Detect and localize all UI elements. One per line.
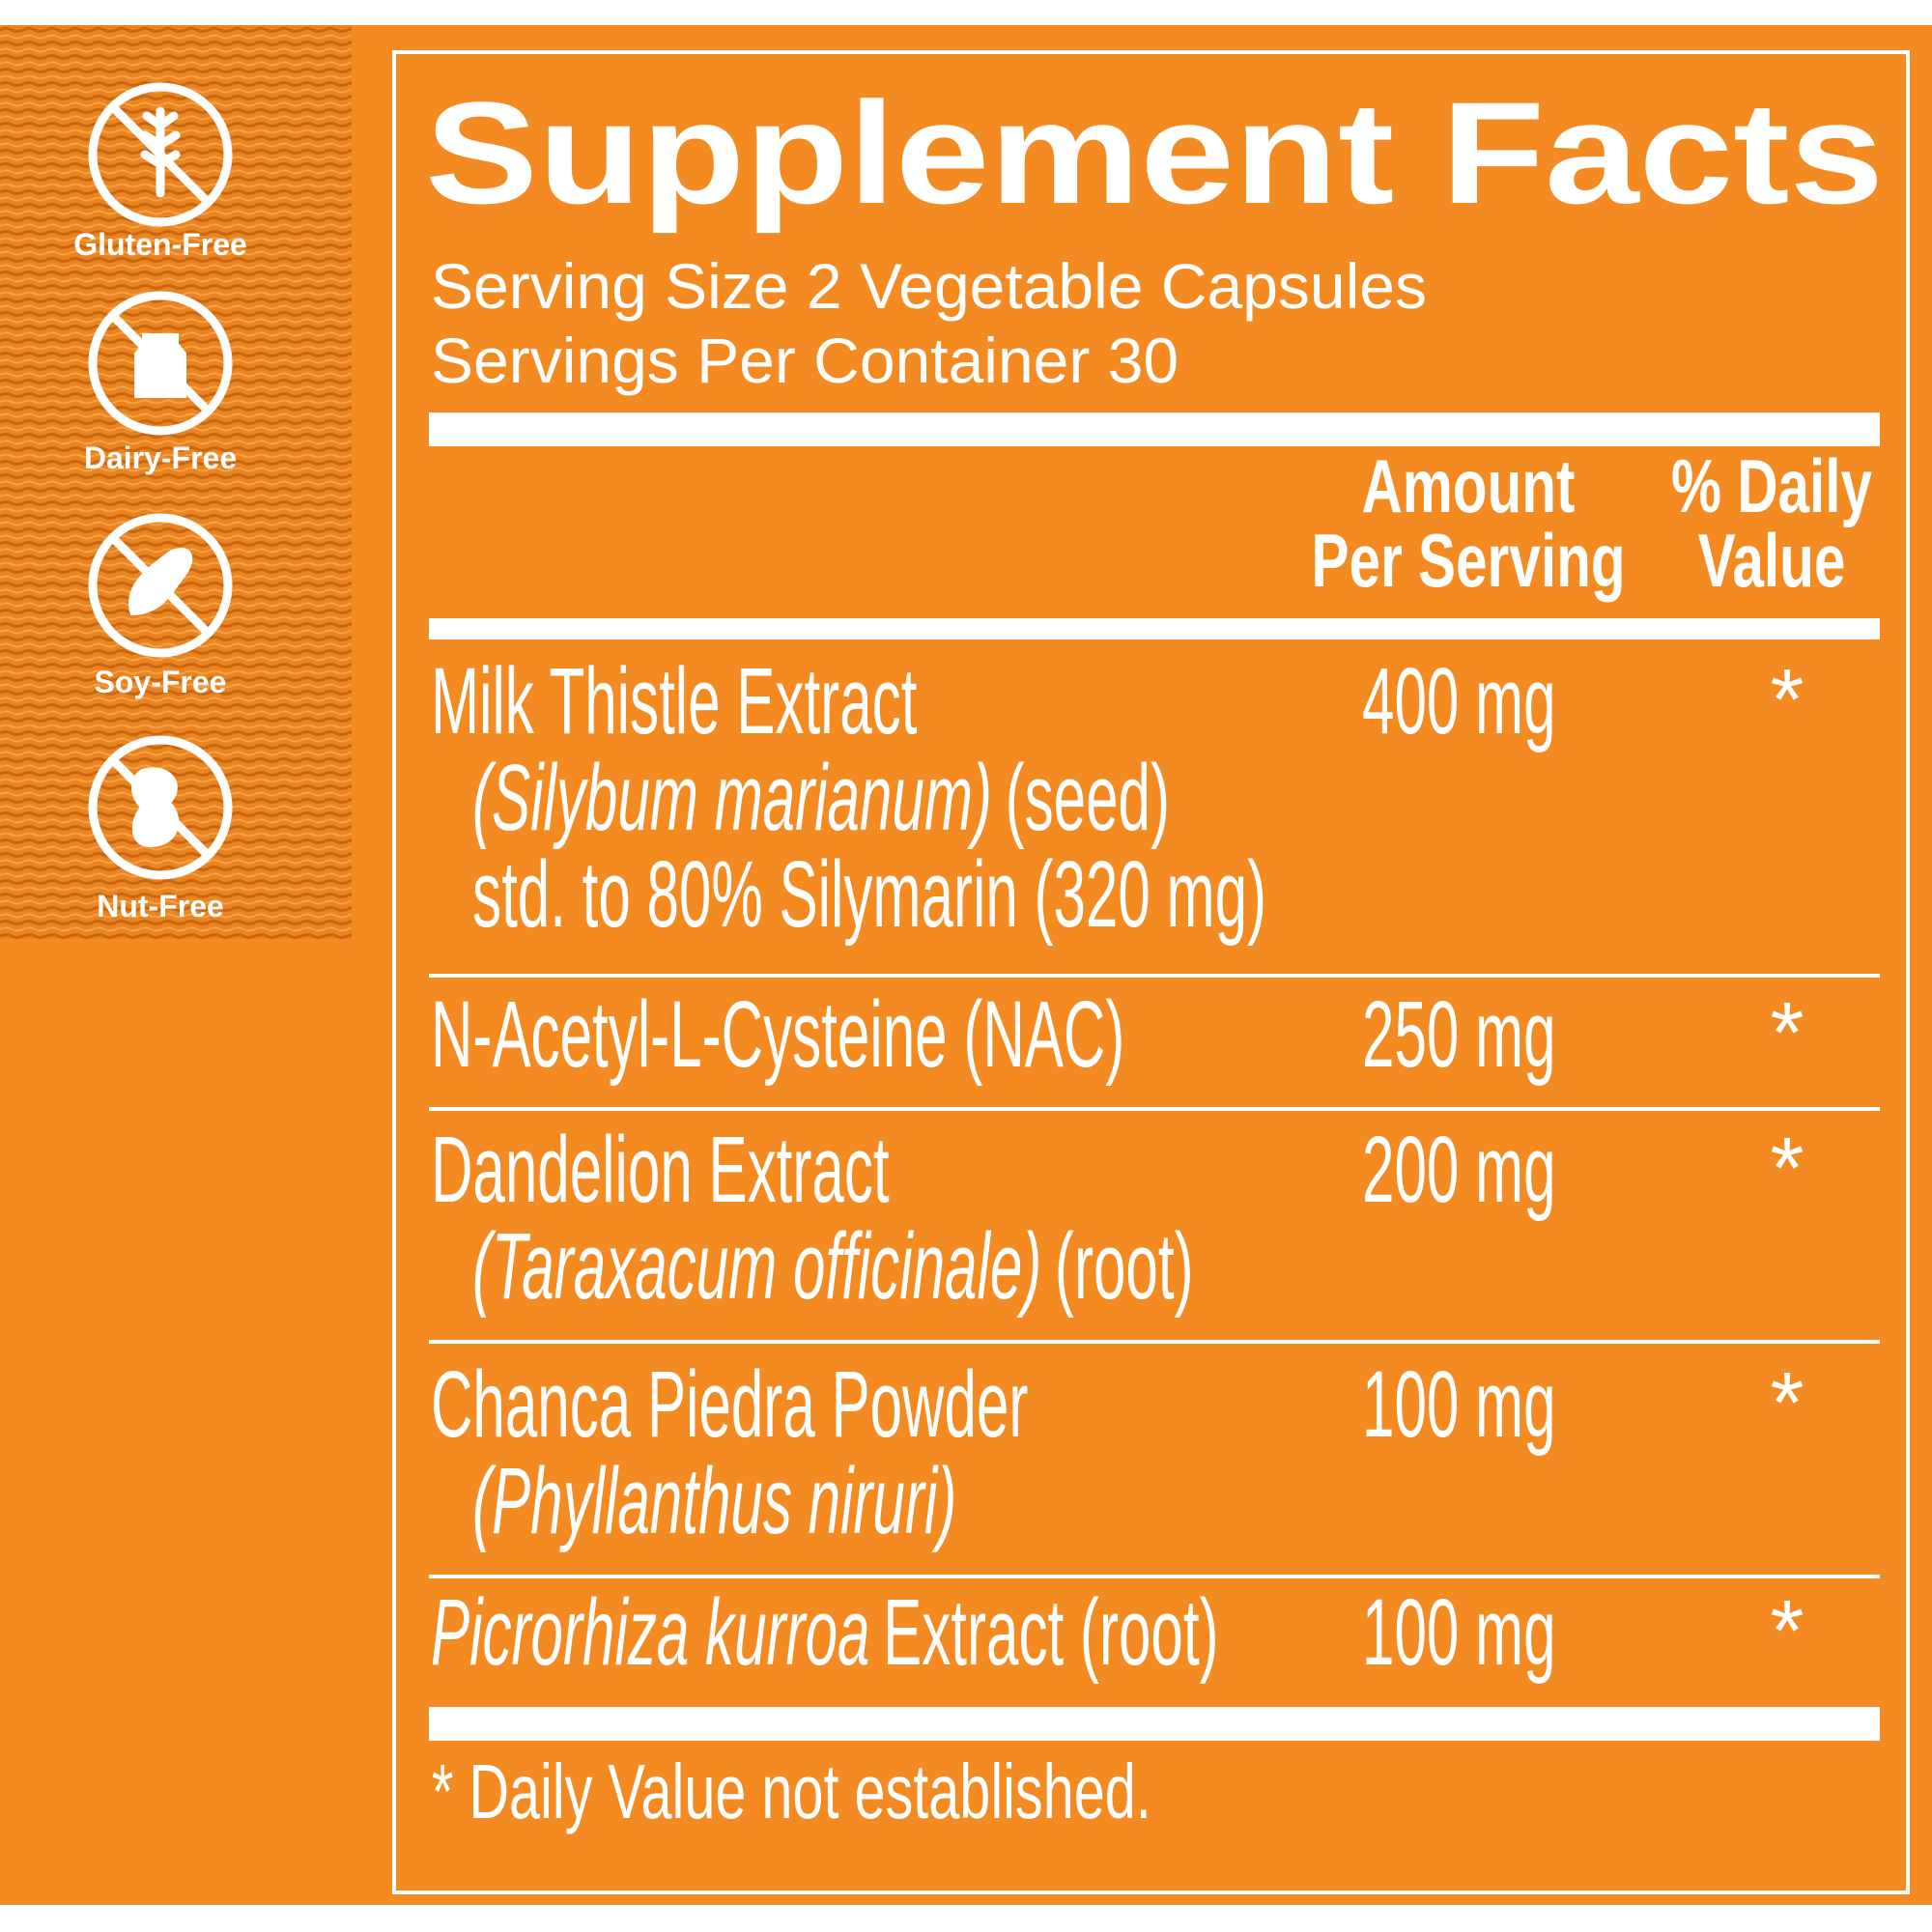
- ingredient-line: (Silybum marianum) (seed): [472, 746, 1170, 850]
- ingredient-text: (root): [1055, 1214, 1194, 1319]
- amount: 100 mg: [1362, 1580, 1556, 1685]
- badge-slash: [108, 311, 213, 415]
- thick-rule: [429, 1707, 1880, 1741]
- ingredient-text: Milk Thistle Extract: [431, 649, 917, 753]
- badge: [88, 82, 233, 227]
- ingredient-line: (Taraxacum officinale) (root): [472, 1214, 1194, 1319]
- ingredient-line: Chanca Piedra Powder: [431, 1352, 1028, 1457]
- ingredient-text: (Taraxacum officinale): [472, 1214, 1041, 1319]
- badges: Gluten-Free Dairy-Free Soy-Free Nut-Free: [73, 82, 247, 923]
- ingredient-text: N-Acetyl-L-Cysteine (NAC): [431, 982, 1124, 1087]
- badge-slash: [108, 533, 213, 638]
- badge-circle: [88, 82, 233, 227]
- texture-panel: [0, 25, 352, 939]
- badge: [88, 735, 233, 880]
- daily-value: *: [1770, 652, 1804, 749]
- daily-value: *: [1770, 1583, 1804, 1680]
- amount: 250 mg: [1362, 982, 1556, 1087]
- facts-border: [392, 50, 1910, 1894]
- ingredient-text: (Silybum marianum): [472, 746, 992, 850]
- daily-value: *: [1770, 1355, 1804, 1452]
- ingredient-line: std. to 80% Silymarin (320 mg): [472, 842, 1266, 947]
- ingredient-text: Chanca Piedra Powder: [431, 1352, 1028, 1457]
- ingredient-text: Dandelion Extract: [431, 1118, 890, 1222]
- badge-circle: [88, 291, 233, 436]
- daily-value: *: [1770, 985, 1804, 1082]
- ingredient-line: Milk Thistle Extract: [431, 649, 917, 753]
- amount: 200 mg: [1362, 1118, 1556, 1222]
- column-header: Amount: [1362, 444, 1576, 528]
- column-header: Value: [1698, 519, 1846, 603]
- daily-value: *: [1770, 1121, 1804, 1217]
- title: Supplement Facts: [425, 71, 1884, 234]
- badge-label: Gluten-Free: [73, 227, 247, 262]
- ingredient-line: Dandelion Extract: [431, 1118, 890, 1222]
- badge-slash: [108, 755, 213, 860]
- column-header: % Daily: [1671, 444, 1872, 528]
- servings-per-container: Servings Per Container 30: [431, 325, 1179, 396]
- badge-circle: [88, 735, 233, 880]
- thin-rule: [429, 1575, 1880, 1578]
- ingredient-text: Extract (root): [883, 1580, 1218, 1685]
- badge: [88, 291, 233, 436]
- serving-size: Serving Size 2 Vegetable Capsules: [431, 250, 1427, 322]
- column-header: Per Serving: [1311, 519, 1625, 603]
- badge: [88, 513, 233, 658]
- badge-label: Dairy-Free: [84, 440, 237, 475]
- thick-rule: [429, 618, 1880, 639]
- ingredient-text: (Phyllanthus niruri): [472, 1449, 956, 1553]
- ingredient-text: Picrorhiza kurroa: [431, 1580, 869, 1685]
- footnote: * Daily Value not established.: [432, 1748, 1151, 1835]
- ingredient-line: N-Acetyl-L-Cysteine (NAC): [431, 982, 1124, 1087]
- thin-rule: [429, 974, 1880, 978]
- badge-label: Nut-Free: [97, 889, 224, 923]
- badge-label: Soy-Free: [95, 665, 227, 699]
- ingredient-text: (seed): [1006, 746, 1170, 850]
- thin-rule: [429, 1340, 1880, 1344]
- thick-rule: [429, 412, 1880, 446]
- badge-circle: [88, 513, 233, 658]
- ingredient-line: Picrorhiza kurroa Extract (root): [431, 1580, 1219, 1685]
- amount: 400 mg: [1362, 649, 1556, 753]
- amount: 100 mg: [1362, 1352, 1556, 1457]
- ingredient-text: std. to 80% Silymarin (320 mg): [472, 842, 1266, 947]
- ingredient-line: (Phyllanthus niruri): [472, 1449, 956, 1553]
- badge-slash: [108, 102, 213, 207]
- thin-rule: [429, 1107, 1880, 1111]
